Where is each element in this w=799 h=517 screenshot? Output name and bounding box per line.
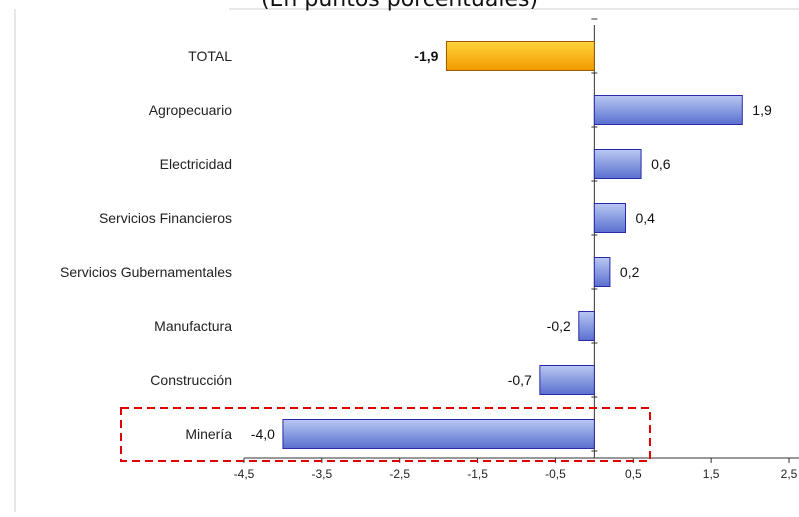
- x-tick-label: -2,5: [389, 467, 410, 481]
- x-tick-label: -0,5: [545, 467, 566, 481]
- value-label-agropecuario: 1,9: [752, 102, 772, 118]
- category-label-servicios-gubernamentales: Servicios Gubernamentales: [60, 264, 232, 280]
- category-label-construccion: Construcción: [150, 372, 232, 388]
- value-label-total: -1,9: [414, 48, 438, 64]
- x-tick-label: -4,5: [234, 467, 255, 481]
- category-label-mineria: Minería: [185, 426, 232, 442]
- bar-total: [445, 41, 595, 71]
- bar-servicios-financieros: [593, 203, 626, 233]
- category-label-total: TOTAL: [188, 48, 232, 64]
- bar-servicios-gubernamentales: [593, 257, 611, 287]
- x-tick-label: 1,5: [703, 467, 720, 481]
- highlight-box: [120, 407, 651, 462]
- value-label-mineria: -4,0: [251, 426, 275, 442]
- value-label-construccion: -0,7: [508, 372, 532, 388]
- bar-agropecuario: [593, 95, 743, 125]
- chart-title: (En puntos porcentuales): [0, 0, 799, 12]
- category-label-electricidad: Electricidad: [160, 156, 232, 172]
- category-label-manufactura: Manufactura: [154, 318, 232, 334]
- x-tick-label: -3,5: [312, 467, 333, 481]
- x-tick-label: 2,5: [781, 467, 798, 481]
- x-tick-label: -1,5: [467, 467, 488, 481]
- value-label-electricidad: 0,6: [651, 156, 671, 172]
- bar-manufactura: [578, 311, 595, 341]
- bar-electricidad: [593, 149, 642, 179]
- value-label-servicios-financieros: 0,4: [636, 210, 656, 226]
- x-tick-label: 0,5: [625, 467, 642, 481]
- bar-mineria: [282, 419, 595, 449]
- value-label-servicios-gubernamentales: 0,2: [620, 264, 640, 280]
- value-label-manufactura: -0,2: [547, 318, 571, 334]
- plot-area: -4,5 -3,5 -2,5 -1,5 -0,5 0,5 1,5 2,5 TOTAL -1,9 Ag…: [60, 18, 799, 481]
- bar-construccion: [539, 365, 595, 395]
- category-label-agropecuario: Agropecuario: [149, 102, 232, 118]
- category-label-servicios-financieros: Servicios Financieros: [99, 210, 232, 226]
